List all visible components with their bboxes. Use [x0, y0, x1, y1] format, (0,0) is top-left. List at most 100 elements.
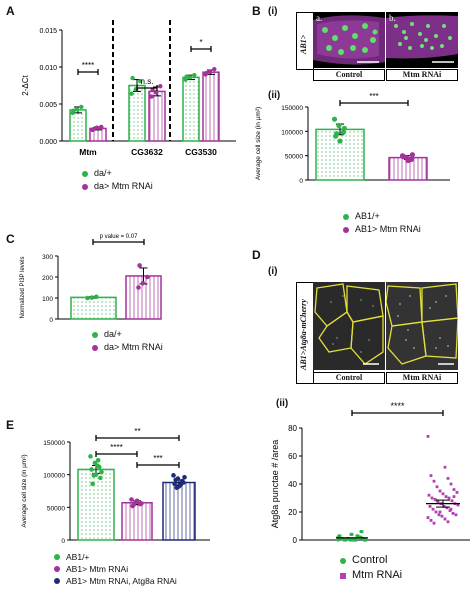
y-tick-label: 0.000: [39, 139, 57, 146]
point-ab1: [331, 116, 338, 122]
point-rnai: [452, 488, 456, 491]
point-da: [79, 104, 84, 110]
point-rnai: [99, 124, 104, 130]
panel-e-letter: E: [6, 418, 15, 432]
point-ab1: [91, 473, 97, 478]
point-rnai: [440, 514, 444, 518]
point-rnai: [435, 499, 439, 503]
point-rnai: [207, 69, 213, 74]
y-tick-label: 0: [299, 178, 303, 185]
y-tick-label: 0: [49, 317, 53, 324]
point-rnai: [443, 517, 447, 521]
point-rnai: [444, 495, 448, 498]
point-rnai: [429, 474, 433, 477]
point-double: [171, 473, 176, 478]
sig-bracket-label: ****: [110, 443, 122, 452]
bar-rnai: [148, 90, 166, 142]
legend-a-rnai: da> Mtm RNAi: [94, 181, 153, 191]
y-tick-label: 0: [293, 536, 298, 545]
point-da: [130, 75, 135, 81]
point-rnai: [405, 157, 411, 164]
point-rnai: [449, 482, 453, 486]
point-rnai: [426, 516, 430, 519]
point-rnai: [145, 274, 150, 280]
panel-b-chart: 0 50000 100000 150000 Average cell size (in …: [255, 92, 450, 185]
y-tick-label: 60: [288, 452, 297, 461]
y-tick-label: 0.005: [39, 102, 57, 109]
caption-b-rnai: Mtm RNAi: [386, 69, 458, 81]
legend-e-ab1: AB1/+: [66, 552, 90, 562]
caption-d-control: Control: [313, 372, 385, 384]
y-tick-label: 0: [61, 538, 65, 545]
micrograph-d-rnai: [386, 282, 458, 370]
point-rnai: [204, 70, 209, 76]
point-ab1: [89, 467, 94, 472]
sig-bracket-label: ***: [153, 454, 162, 463]
point-rnai: [149, 94, 154, 99]
point-da: [71, 108, 76, 113]
point-ab1: [90, 481, 95, 487]
point-control: [353, 538, 357, 542]
panel-d-chart: 0 20 40 60 80 Atg8a punctae # /area ****: [270, 401, 470, 545]
point-rnai: [401, 154, 407, 160]
y-axis-label: Atg8a punctae # /area: [270, 440, 280, 529]
bar-da: [70, 296, 117, 320]
point-ab1: [88, 454, 93, 459]
point-rnai: [153, 89, 159, 95]
point-rnai: [137, 263, 142, 268]
y-axis-label: Average cell size (in µm²): [21, 454, 28, 527]
point-double: [174, 485, 180, 491]
point-double: [181, 480, 186, 485]
caption-b-control: Control: [313, 69, 385, 81]
y-tick-label: 50000: [47, 505, 65, 512]
point-rnai: [445, 506, 449, 510]
micrograph-b-control-tag: a.: [316, 13, 323, 23]
point-da: [129, 91, 134, 96]
point-control: [337, 534, 341, 538]
point-rnai: [450, 499, 454, 503]
point-rnai: [432, 521, 436, 525]
point-rnai: [442, 505, 446, 508]
legend-e-double: AB1> Mtm RNAi, Atg8a RNAi: [66, 576, 177, 586]
panel-d-letter: D: [252, 248, 261, 262]
point-rnai: [452, 495, 456, 498]
panel-c-chart: 0 100 200 300 Normalized PI3P levels p value …: [20, 234, 162, 324]
bar-ab1: [77, 468, 115, 541]
sig-bracket-label: ****: [390, 401, 405, 411]
panel-e-chart: 0 50000 100000 150000 Average cell size (in …: [21, 427, 210, 545]
point-rnai: [433, 498, 437, 501]
y-tick-label: 80: [288, 424, 297, 433]
point-rnai: [443, 465, 447, 469]
point-rnai: [409, 152, 415, 158]
point-rnai: [136, 285, 141, 290]
caption-d-rnai: Mtm RNAi: [386, 372, 458, 384]
point-rnai: [438, 510, 442, 514]
y-tick-label: 150000: [281, 105, 303, 112]
point-rnai: [429, 519, 433, 522]
bar-ab1: [315, 128, 365, 181]
point-rnai: [91, 126, 96, 132]
legend-e-rnai: AB1> Mtm RNAi: [66, 564, 129, 574]
sig-bracket-label: ***: [369, 92, 378, 101]
sig-bracket-label: ****: [82, 61, 94, 70]
y-tick-label: 100: [42, 296, 53, 303]
panel-a-chart: 0.000 0.005 0.010 0.015 2-ΔCt Mtm **** CG3632 n.…: [21, 20, 236, 157]
point-da: [89, 295, 95, 300]
point-rnai: [427, 493, 431, 497]
point-rnai: [449, 507, 453, 511]
point-control: [343, 538, 347, 542]
panel-d-i-label: (i): [268, 266, 278, 277]
point-rnai: [441, 492, 445, 496]
x-tick-label: CG3530: [185, 147, 217, 157]
point-rnai: [430, 496, 434, 500]
point-control: [350, 538, 354, 542]
bar-mtm-rnai: [121, 502, 153, 541]
point-rnai: [158, 84, 163, 89]
point-rnai: [436, 500, 440, 504]
point-da: [184, 74, 189, 79]
point-rnai: [431, 507, 435, 511]
point-rnai: [131, 502, 136, 508]
point-rnai: [454, 513, 458, 517]
point-rnai: [129, 497, 134, 502]
point-ab1: [340, 129, 346, 135]
